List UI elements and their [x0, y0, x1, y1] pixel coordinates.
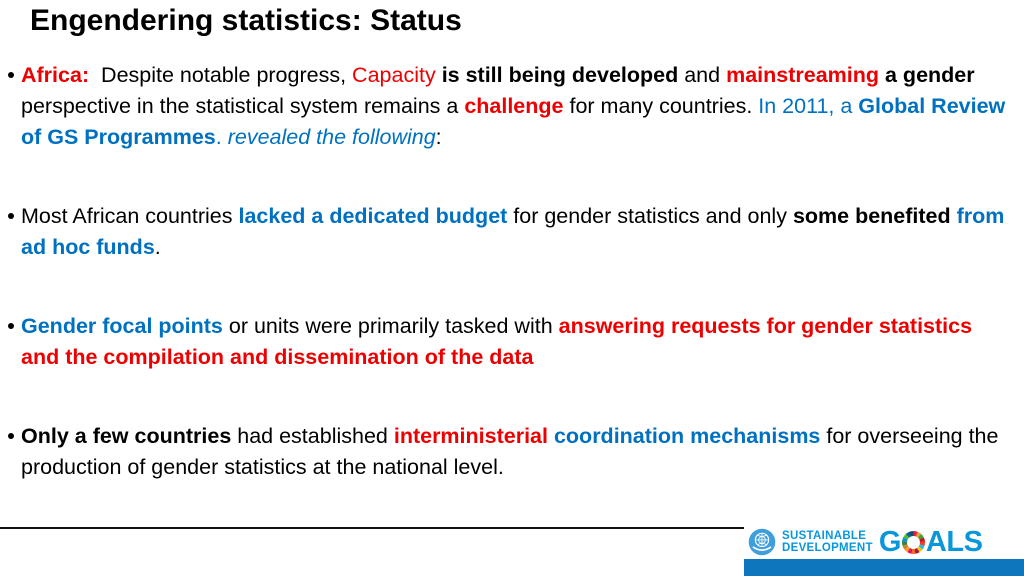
bullet-text: Only a few countries had established int… [21, 424, 999, 479]
sdg-goals-wordmark: G ALS [879, 526, 983, 559]
un-emblem-icon [748, 528, 776, 556]
sdg-goals-letters-als: ALS [925, 525, 983, 558]
bullet-marker-icon [8, 213, 14, 219]
sdg-logo-block: SUSTAINABLE DEVELOPMENT G ALS [744, 525, 1024, 576]
bullet-list: Africa: Despite notable progress, Capaci… [8, 60, 1012, 483]
bullet-item-coordination: Only a few countries had established int… [8, 421, 1012, 483]
bullet-item-africa-status: Africa: Despite notable progress, Capaci… [8, 60, 1012, 153]
bullet-marker-icon [8, 323, 14, 329]
sdg-wheel-icon [901, 530, 925, 554]
bullet-text: Gender focal points or units were primar… [21, 314, 973, 369]
bullet-marker-icon [8, 433, 14, 439]
bullet-marker-icon [8, 72, 14, 78]
bullet-text: Africa: Despite notable progress, Capaci… [21, 63, 1006, 149]
bullet-item-budget: Most African countries lacked a dedicate… [8, 201, 1012, 263]
sdg-blue-bar [744, 559, 1024, 576]
sdg-logo-row: SUSTAINABLE DEVELOPMENT G ALS [744, 525, 1024, 559]
sdg-goals-letter-g: G [878, 525, 902, 558]
page-title: Engendering statistics: Status [30, 4, 462, 37]
bullet-text: Most African countries lacked a dedicate… [21, 204, 1005, 259]
bullet-item-focal-points: Gender focal points or units were primar… [8, 311, 1012, 373]
footer-divider [0, 527, 1024, 529]
sdg-wordmark: SUSTAINABLE DEVELOPMENT [782, 530, 873, 554]
sdg-word-development: DEVELOPMENT [782, 542, 873, 554]
sdg-word-sustainable: SUSTAINABLE [782, 530, 867, 542]
